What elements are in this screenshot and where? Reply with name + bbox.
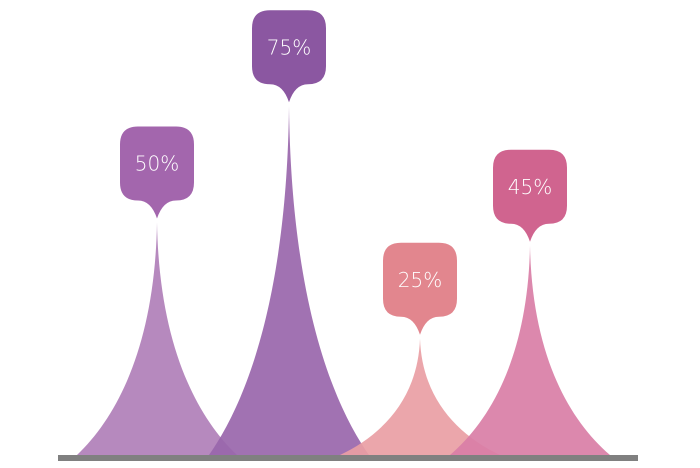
data-label-4: 45% [508,175,552,199]
spike-bar-1 [77,222,237,455]
baseline [58,455,638,461]
spike-bar-2 [209,106,369,455]
callout-bubble-4 [493,149,567,242]
data-label-1: 50% [135,152,179,176]
callout-bubble-1 [120,126,194,219]
spike-bar-3 [340,338,500,455]
callout-bubble-3 [383,242,457,335]
data-label-2: 75% [267,35,311,59]
data-label-3: 25% [398,268,442,292]
spike-bar-4 [450,245,610,455]
callout-bubble-2 [252,10,326,103]
